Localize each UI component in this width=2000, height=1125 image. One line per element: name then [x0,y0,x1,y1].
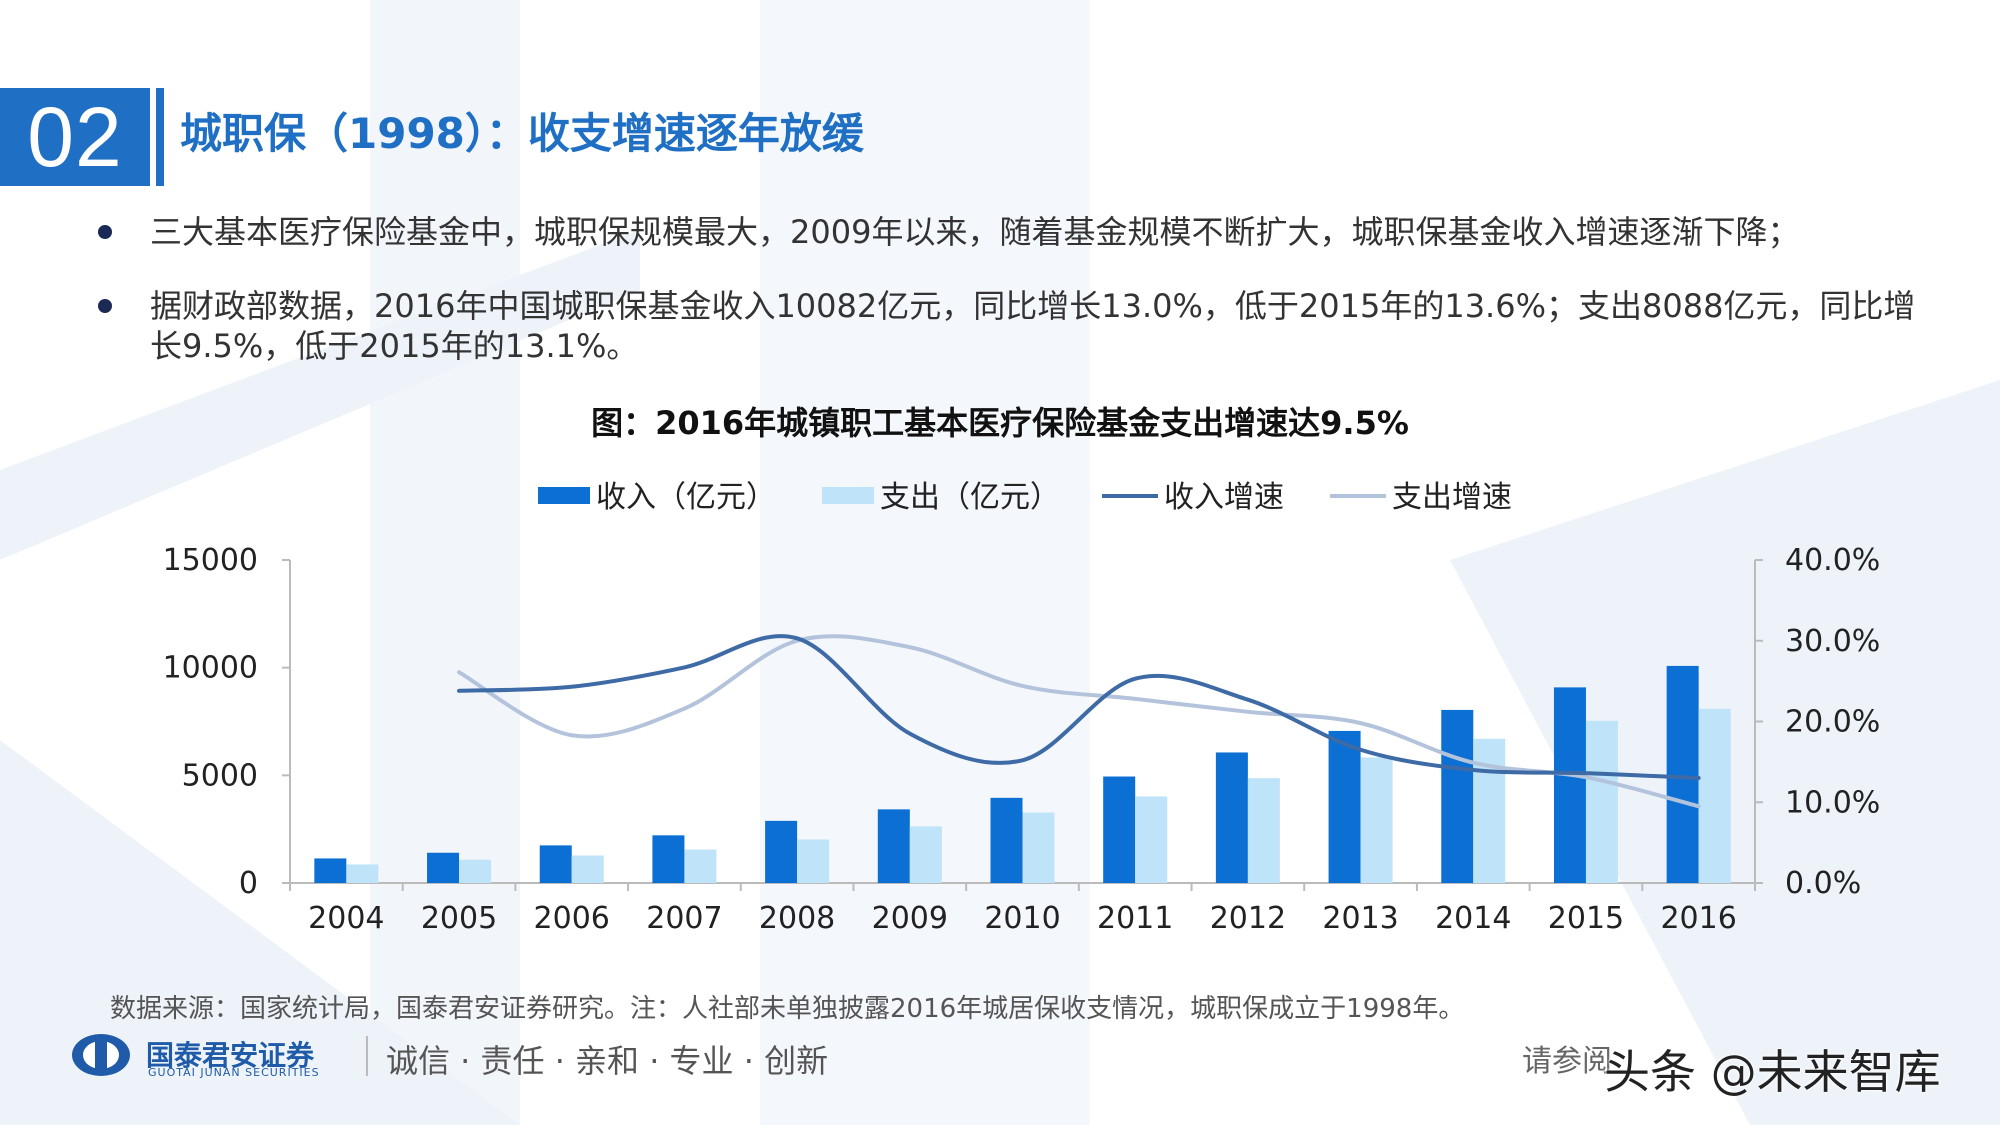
expense-bar [797,839,830,883]
data-source-note: 数据来源：国家统计局，国泰君安证券研究。注：人社部未单独披露2016年城居保收支… [110,994,1465,1024]
expense-bar [1247,778,1280,883]
left-axis-tick-label: 0 [239,866,258,901]
income-bar [1666,665,1699,883]
right-axis-tick-label: 30.0% [1785,624,1880,659]
income-bar [877,809,910,883]
company-slogan: 诚信 · 责任 · 亲和 · 专业 · 创新 [386,1042,829,1080]
bullet-text: 三大基本医疗保险基金中，城职保规模最大，2009年以来，随着基金规模不断扩大，城… [150,213,1800,251]
legend-label: 支出（亿元） [880,480,1060,515]
income-bar [990,797,1023,883]
chart-title: 图：2016年城镇职工基本医疗保险基金支出增速达9.5% [591,404,1409,442]
right-axis-tick-label: 20.0% [1785,705,1880,740]
left-axis-tick-label: 5000 [182,758,258,793]
legend-swatch [538,487,590,504]
x-axis-tick-label: 2011 [1097,901,1173,936]
right-axis-tick-label: 40.0% [1785,543,1880,578]
expense-bar [1585,720,1618,883]
bullet-dot-icon [98,299,112,313]
x-axis-tick-label: 2007 [646,901,722,936]
x-axis-tick-label: 2014 [1435,901,1511,936]
page-title: 城职保（1998）：收支增速逐年放缓 [180,109,864,158]
right-axis-tick-label: 10.0% [1785,785,1880,820]
x-axis-tick-label: 2013 [1322,901,1398,936]
income-bar [1215,752,1248,883]
x-axis-tick-label: 2008 [759,901,835,936]
expense-bar [1360,757,1393,883]
income-bar [765,820,798,883]
company-logo-icon [72,1034,130,1076]
legend-label: 收入增速 [1164,480,1284,515]
bullet-item: 据财政部数据，2016年中国城职保基金收入10082亿元，同比增长13.0%，低… [92,286,1932,366]
income-bar [427,852,460,883]
income-bar [539,845,572,883]
x-axis-tick-label: 2006 [534,901,610,936]
expense-bar [346,864,379,883]
legend-label: 支出增速 [1392,480,1512,515]
x-axis-tick-label: 2004 [308,901,384,936]
income-bar [1328,730,1361,883]
income-bar [1553,687,1586,883]
expense-bar [1022,812,1055,883]
disclaimer-link[interactable]: 请参阅 [1522,1044,1612,1079]
expense-growth-line [457,634,1701,809]
left-axis-tick-label: 10000 [163,651,258,686]
expense-bar [1473,738,1506,883]
right-axis-tick-label: 0.0% [1785,866,1861,901]
income-bar [314,858,347,883]
income-growth-line [457,634,1701,781]
bullet-item: 三大基本医疗保险基金中，城职保规模最大，2009年以来，随着基金规模不断扩大，城… [92,212,1932,252]
expense-bar [1135,796,1168,883]
legend-label: 收入（亿元） [596,480,776,515]
company-name-en: GUOTAI JUNAN SECURITIES [148,1066,320,1079]
expense-bar [684,849,717,883]
x-axis-tick-label: 2005 [421,901,497,936]
section-number: 02 [0,88,150,186]
watermark: 头条 @未来智库 [1604,1045,1941,1099]
legend-swatch [822,487,874,504]
x-axis-tick-label: 2015 [1548,901,1624,936]
income-bar [1441,709,1474,883]
x-axis-tick-label: 2016 [1660,901,1736,936]
bullet-list: 三大基本医疗保险基金中，城职保规模最大，2009年以来，随着基金规模不断扩大，城… [92,212,1932,400]
footer-divider [366,1036,368,1076]
income-expense-chart: 图：2016年城镇职工基本医疗保险基金支出增速达9.5% 收入（亿元） 支出（亿元）… [163,404,1881,936]
income-bar [652,835,685,883]
bullet-dot-icon [98,225,112,239]
expense-bar [909,826,942,883]
section-divider [156,88,164,186]
expense-bar [571,855,604,883]
left-axis-tick-label: 15000 [163,543,258,578]
x-axis-tick-label: 2012 [1210,901,1286,936]
bullet-text: 据财政部数据，2016年中国城职保基金收入10082亿元，同比增长13.0%，低… [150,287,1916,365]
x-axis-tick-label: 2009 [872,901,948,936]
income-bar [1103,776,1136,883]
company-name: 国泰君安证券 [146,1039,315,1072]
expense-bar [459,859,492,883]
expense-bar [1698,708,1731,883]
x-axis-tick-label: 2010 [984,901,1060,936]
